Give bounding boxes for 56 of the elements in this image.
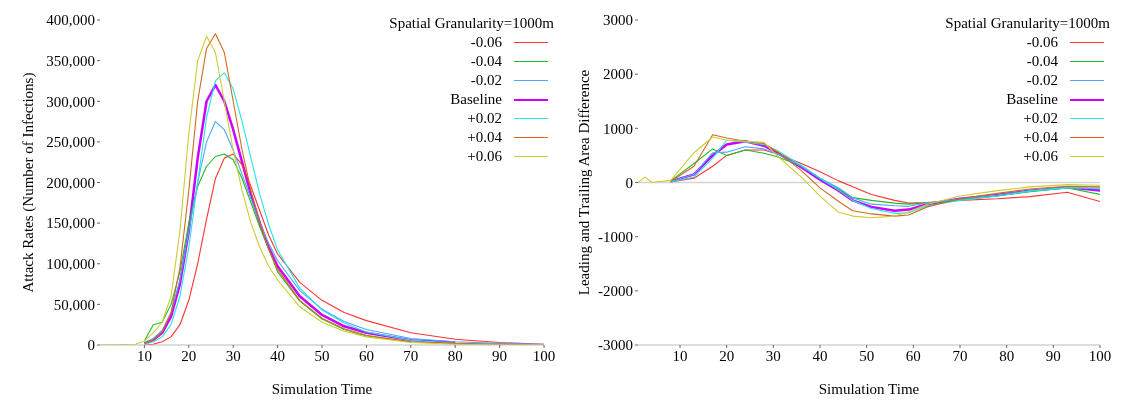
legend-label: Baseline	[450, 90, 502, 109]
x-axis-title: Simulation Time	[271, 380, 373, 397]
x-tick-label: 40	[270, 347, 286, 364]
legend-label: +0.02	[467, 109, 502, 128]
legend-title: Spatial Granularity=1000m	[945, 14, 1110, 33]
legend-title: Spatial Granularity=1000m	[389, 14, 554, 33]
legend-label: -0.04	[470, 52, 502, 71]
y-tick-label: 400,000	[46, 12, 95, 29]
x-tick-label: 50	[314, 347, 330, 364]
x-tick-label: 60	[905, 347, 921, 364]
x-tick-label: 40	[812, 347, 828, 364]
y-tick-label: 50,000	[53, 296, 95, 313]
x-tick-label: 30	[765, 347, 781, 364]
y-tick-label: 250,000	[46, 134, 95, 151]
legend-label: +0.04	[467, 128, 502, 147]
y-tick-label: 3000	[603, 12, 633, 29]
y-tick-label: 1000	[603, 120, 633, 137]
y-tick-label: -1000	[598, 228, 633, 245]
y-tick-label: 100,000	[46, 256, 95, 273]
x-tick-label: 80	[999, 347, 1015, 364]
x-tick-label: 70	[952, 347, 968, 364]
legend-label: -0.06	[470, 33, 502, 52]
legend-label: +0.02	[1023, 109, 1058, 128]
y-tick-label: 300,000	[46, 93, 95, 110]
y-tick-label: 350,000	[46, 52, 95, 69]
x-tick-label: 20	[719, 347, 735, 364]
x-tick-label: 100	[1088, 347, 1112, 364]
x-tick-label: 80	[447, 347, 463, 364]
y-tick-label: -2000	[598, 283, 633, 300]
x-tick-label: 50	[859, 347, 875, 364]
x-tick-label: 70	[403, 347, 419, 364]
x-tick-label: 90	[492, 347, 508, 364]
legend-label: -0.04	[1026, 52, 1058, 71]
legend-label: -0.02	[470, 71, 502, 90]
x-tick-label: 60	[358, 347, 374, 364]
legend-label: Baseline	[1006, 90, 1058, 109]
y-tick-label: 0	[87, 337, 95, 354]
legend-label: -0.02	[1026, 71, 1058, 90]
y-tick-label: 200,000	[46, 174, 95, 191]
y-axis-title: Attack Rates (Number of Infections)	[20, 72, 38, 293]
x-tick-label: 90	[1045, 347, 1061, 364]
y-axis-title: Leading and Trailing Area Difference	[576, 69, 593, 296]
x-tick-label: 10	[672, 347, 688, 364]
x-tick-label: 100	[532, 347, 556, 364]
legend-label: +0.06	[1023, 147, 1058, 166]
y-tick-label: 2000	[603, 66, 633, 83]
x-tick-label: 10	[136, 347, 152, 364]
x-tick-label: 30	[225, 347, 241, 364]
legend-label: +0.04	[1023, 128, 1058, 147]
legend-label: +0.06	[467, 147, 502, 166]
y-tick-label: 150,000	[46, 215, 95, 232]
y-tick-label: -3000	[598, 337, 633, 354]
legend-label: -0.06	[1026, 33, 1058, 52]
x-axis-title: Simulation Time	[818, 380, 920, 397]
y-tick-label: 0	[625, 174, 633, 191]
x-tick-label: 20	[181, 347, 197, 364]
